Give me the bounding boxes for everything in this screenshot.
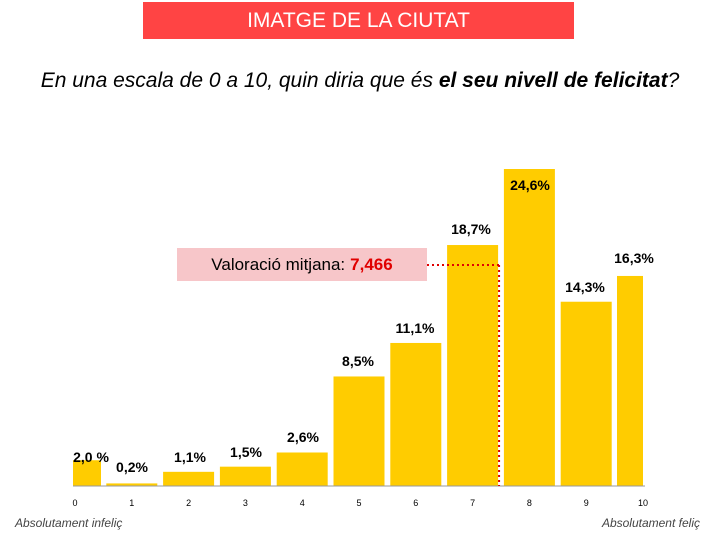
tick-label-7: 7 <box>470 498 475 508</box>
data-label-8: 24,6% <box>510 177 550 193</box>
bar-7 <box>447 245 499 486</box>
data-label-0: 2,0 % <box>73 449 109 465</box>
tick-label-4: 4 <box>300 498 305 508</box>
data-label-9: 14,3% <box>565 279 605 295</box>
data-label-5: 8,5% <box>342 353 374 369</box>
data-label-3: 1,5% <box>230 444 262 460</box>
bar-4 <box>276 452 328 486</box>
footer-left-label: Absolutament infeliç <box>15 516 123 530</box>
tick-label-2: 2 <box>186 498 191 508</box>
bar-8 <box>503 169 555 486</box>
data-label-10: 16,3% <box>614 250 654 266</box>
average-value: 7,466 <box>350 254 393 274</box>
bar-9 <box>560 301 612 486</box>
data-label-7: 18,7% <box>451 221 491 237</box>
bar-10 <box>617 275 643 486</box>
bar-3 <box>219 466 271 486</box>
bar-1 <box>106 483 158 486</box>
average-box: Valoració mitjana: 7,466 <box>177 248 427 281</box>
tick-label-0: 0 <box>72 498 77 508</box>
bar-2 <box>163 471 215 486</box>
tick-label-6: 6 <box>413 498 418 508</box>
bar-6 <box>390 342 442 486</box>
question-text: En una escala de 0 a 10, quin diria que … <box>20 66 700 95</box>
tick-label-10: 10 <box>638 498 648 508</box>
tick-label-1: 1 <box>129 498 134 508</box>
data-label-1: 0,2% <box>116 459 148 475</box>
tick-label-9: 9 <box>584 498 589 508</box>
data-label-6: 11,1% <box>396 320 435 336</box>
tick-label-5: 5 <box>356 498 361 508</box>
question-part2: ? <box>667 69 680 92</box>
question-part1: En una escala de 0 a 10, quin diria que … <box>40 69 439 92</box>
tick-label-3: 3 <box>243 498 248 508</box>
bar-5 <box>333 376 385 486</box>
tick-label-8: 8 <box>527 498 532 508</box>
page-title: IMATGE DE LA CIUTAT <box>143 2 574 39</box>
bar-0 <box>73 460 101 486</box>
footer-right-label: Absolutament feliç <box>601 516 700 530</box>
data-label-4: 2,6% <box>287 429 319 445</box>
data-label-2: 1,1% <box>174 449 206 465</box>
average-label: Valoració mitjana: <box>211 254 346 274</box>
question-bold: el seu nivell de felicitat <box>438 69 668 92</box>
